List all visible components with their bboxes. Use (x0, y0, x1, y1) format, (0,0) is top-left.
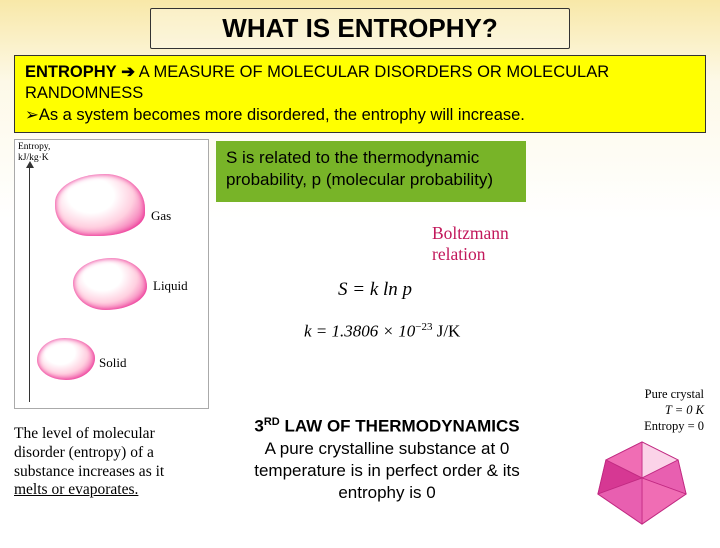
gas-blob-icon (55, 174, 145, 236)
phase-diagram: Entropy, kJ/kg·K Gas Liquid Solid (14, 139, 209, 409)
boltzmann-label-2: relation (432, 244, 485, 264)
boltzmann-relation-label: Boltzmann relation (432, 223, 509, 265)
caption-l2: disorder (entropy) of a (14, 444, 154, 461)
definition-bullet-text: As a system becomes more disordered, the… (39, 106, 525, 124)
phase-diagram-caption: The level of molecular disorder (entropy… (14, 425, 214, 499)
liquid-blob-icon (73, 258, 147, 310)
y-axis-label: Entropy, kJ/kg·K (18, 142, 50, 163)
eq2-exponent: −23 (415, 321, 432, 333)
third-law-rest: LAW OF THERMODYNAMICS (280, 417, 520, 436)
third-law-box: 3RD LAW OF THERMODYNAMICS A pure crystal… (222, 415, 552, 504)
axis-label-line1: Entropy, (18, 142, 50, 152)
boltzmann-label-1: Boltzmann (432, 223, 509, 243)
third-law-3: 3 (254, 417, 263, 436)
caption-l3: substance increases as it (14, 463, 164, 480)
page-title: WHAT IS ENTROPHY? (150, 8, 570, 49)
third-law-body: A pure crystalline substance at 0 temper… (222, 438, 552, 504)
crystal-l2: T = 0 K (665, 403, 704, 417)
boltzmann-equation-1: S = k ln p (338, 279, 412, 301)
solid-blob-icon (37, 338, 95, 380)
definition-line-1: ENTROPHY ➔ A MEASURE OF MOLECULAR DISORD… (25, 62, 695, 105)
crystal-l1: Pure crystal (645, 387, 704, 401)
y-axis-arrow-icon (29, 166, 30, 402)
diamond-icon (582, 438, 702, 528)
eq2-unit: J/K (432, 322, 460, 341)
solid-label: Solid (99, 355, 126, 371)
caption-l1: The level of molecular (14, 425, 155, 442)
arrow-right-icon: ➔ (121, 63, 135, 81)
caption-l4: melts or evaporates. (14, 481, 138, 498)
definition-box: ENTROPHY ➔ A MEASURE OF MOLECULAR DISORD… (14, 55, 706, 133)
boltzmann-equation-2: k = 1.3806 × 10−23 J/K (304, 321, 460, 342)
eq2-lhs: k = 1.3806 × 10 (304, 322, 415, 341)
definition-term: ENTROPHY (25, 63, 117, 81)
third-law-rd: RD (264, 416, 280, 428)
probability-panel: S is related to the thermodynamic probab… (216, 141, 526, 202)
crystal-l3: Entropy = 0 (644, 419, 704, 433)
liquid-label: Liquid (153, 278, 188, 294)
bullet-icon: ➢ (25, 106, 39, 124)
gas-label: Gas (151, 208, 171, 224)
definition-line-2: ➢As a system becomes more disordered, th… (25, 105, 695, 126)
content-area: Entropy, kJ/kg·K Gas Liquid Solid S is r… (14, 139, 706, 539)
third-law-header: 3RD LAW OF THERMODYNAMICS (222, 415, 552, 438)
crystal-text: Pure crystal T = 0 K Entropy = 0 (570, 387, 710, 434)
crystal-panel: Pure crystal T = 0 K Entropy = 0 (570, 387, 710, 533)
